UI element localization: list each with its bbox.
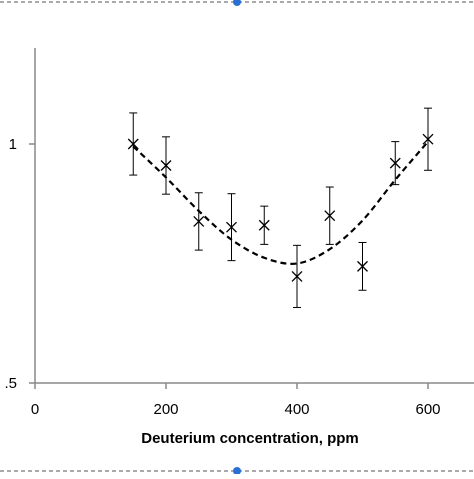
data-point bbox=[324, 186, 336, 245]
y-tick-label: .5 bbox=[4, 375, 17, 392]
x-marker-stroke bbox=[193, 215, 205, 227]
x-tick-marks bbox=[34, 383, 429, 389]
x-marker-stroke bbox=[422, 133, 434, 145]
x-tick-label: 0 bbox=[31, 401, 39, 418]
x-tick-label: 200 bbox=[153, 401, 178, 418]
x-tick-label: 400 bbox=[284, 401, 309, 418]
data-point bbox=[226, 193, 237, 262]
data-point bbox=[193, 192, 205, 251]
y-tick-labels: 1.5 bbox=[4, 136, 17, 392]
x-marker-stroke bbox=[291, 270, 303, 282]
x-marker-stroke bbox=[226, 221, 237, 233]
data-point bbox=[357, 241, 368, 291]
x-marker-stroke bbox=[357, 260, 368, 272]
data-point bbox=[422, 107, 434, 171]
x-axis-label: Deuterium concentration, ppm bbox=[141, 430, 359, 447]
x-marker-stroke bbox=[127, 138, 139, 150]
x-marker-stroke bbox=[258, 219, 270, 231]
y-tick-marks bbox=[29, 143, 35, 384]
data-point bbox=[160, 136, 172, 195]
y-tick-label: 1 bbox=[9, 136, 17, 153]
data-point bbox=[291, 244, 303, 308]
fit-curve bbox=[132, 140, 429, 265]
x-marker-stroke bbox=[389, 157, 401, 169]
x-tick-labels: 0 200 400 600 bbox=[31, 401, 441, 418]
x-tick-label: 600 bbox=[415, 401, 440, 418]
x-marker-stroke bbox=[160, 160, 172, 171]
data-point bbox=[258, 205, 270, 245]
resize-handle-bottom[interactable] bbox=[233, 467, 241, 475]
data-points bbox=[127, 107, 434, 308]
data-point bbox=[389, 141, 401, 186]
data-point bbox=[127, 112, 139, 176]
resize-handle-top[interactable] bbox=[233, 0, 241, 6]
x-marker-stroke bbox=[324, 210, 336, 222]
